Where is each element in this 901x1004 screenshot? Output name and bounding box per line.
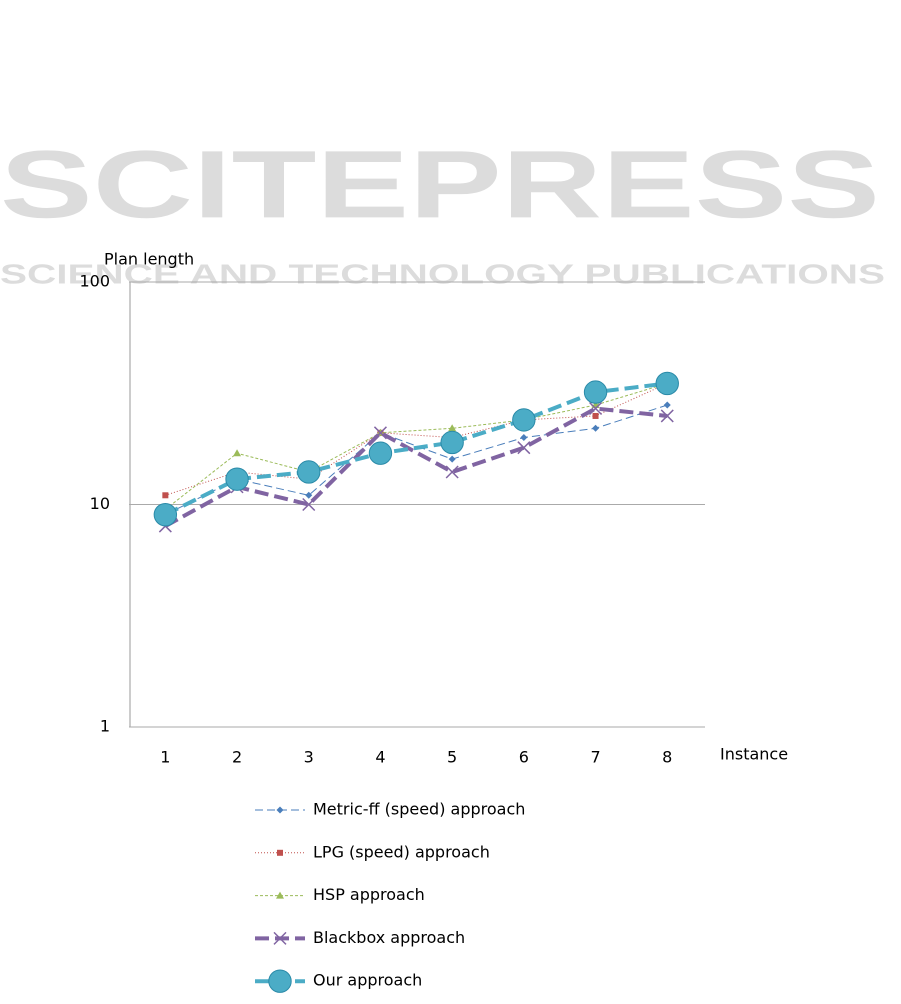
legend-label: Metric-ff (speed) approach	[313, 800, 525, 819]
data-point	[663, 401, 671, 409]
x-tick-label: 5	[447, 748, 457, 767]
watermark-title: SCITEPRESS	[0, 131, 880, 238]
data-point	[589, 401, 603, 416]
legend-marker	[273, 931, 287, 945]
data-point	[592, 412, 599, 419]
data-point	[297, 460, 321, 484]
data-point	[302, 497, 316, 512]
data-point	[517, 441, 531, 455]
legend-label: Our approach	[313, 971, 422, 990]
x-tick-label: 3	[304, 748, 314, 767]
x-tick-label: 6	[519, 748, 529, 767]
data-point	[162, 492, 169, 499]
data-point	[233, 449, 242, 457]
data-point	[305, 491, 313, 499]
data-point	[368, 441, 393, 465]
legend-label: Blackbox approach	[313, 928, 465, 947]
legend-marker	[277, 849, 283, 856]
data-point	[440, 430, 464, 455]
y-tick-label: 1	[100, 717, 110, 736]
data-point	[445, 465, 459, 479]
x-tick-label: 1	[160, 748, 170, 767]
data-point	[448, 424, 457, 432]
y-tick-label: 10	[90, 494, 110, 513]
y-tick-label: 100	[79, 272, 110, 291]
x-axis-label: Instance	[720, 745, 788, 764]
x-tick-label: 4	[375, 748, 385, 767]
legend-marker	[276, 891, 284, 899]
data-point	[592, 424, 600, 432]
data-point	[520, 434, 528, 442]
series-line	[165, 382, 668, 510]
data-point	[225, 467, 249, 491]
y-axis-label: Plan length	[104, 250, 194, 269]
series-line	[164, 406, 668, 528]
legend-label: HSP approach	[313, 885, 425, 904]
x-tick-label: 7	[590, 748, 600, 767]
data-point	[512, 408, 536, 432]
legend-marker	[276, 806, 284, 814]
data-point	[153, 502, 178, 527]
series-line	[164, 381, 668, 517]
series-line	[165, 404, 668, 516]
data-point	[373, 426, 387, 440]
data-point	[583, 380, 608, 404]
data-point	[448, 455, 456, 463]
x-tick-label: 2	[232, 748, 242, 767]
data-point	[655, 371, 679, 396]
watermark-subtitle: SCIENCE AND TECHNOLOGY PUBLICATIONS	[0, 258, 885, 289]
x-tick-label: 8	[662, 748, 672, 767]
legend-marker	[268, 969, 292, 993]
legend-label: LPG (speed) approach	[313, 842, 490, 861]
data-point	[660, 409, 674, 423]
